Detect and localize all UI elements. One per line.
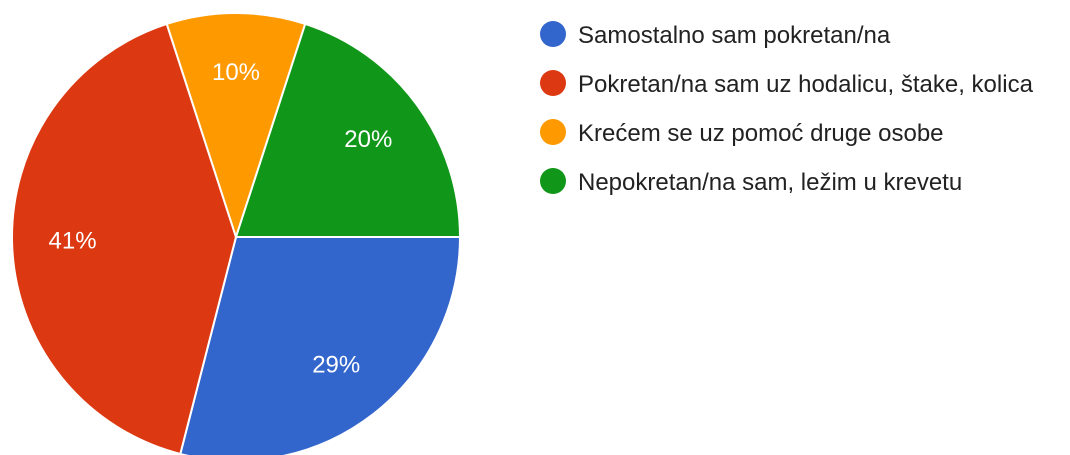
slice-label: 10% bbox=[212, 59, 260, 86]
legend-label: Krećem se uz pomoć druge osobe bbox=[578, 120, 944, 147]
legend-item: Krećem se uz pomoć druge osobe bbox=[540, 112, 1065, 155]
legend-item: Pokretan/na sam uz hodalicu, štake, koli… bbox=[540, 63, 1065, 106]
legend-swatch bbox=[540, 21, 566, 47]
pie-slice bbox=[179, 236, 462, 455]
legend-label: Samostalno sam pokretan/na bbox=[578, 22, 891, 49]
legend-swatch bbox=[540, 168, 566, 194]
legend: Samostalno sam pokretan/na Pokretan/na sa… bbox=[540, 14, 1065, 210]
legend-swatch bbox=[540, 70, 566, 96]
slice-label: 41% bbox=[49, 227, 97, 254]
legend-label: Nepokretan/na sam, ležim u krevetu bbox=[578, 169, 963, 196]
slice-label: 20% bbox=[344, 126, 392, 153]
pie-slice bbox=[165, 12, 307, 241]
slice-label: 29% bbox=[312, 352, 360, 379]
legend-item: Samostalno sam pokretan/na bbox=[540, 14, 1065, 57]
pie-slice bbox=[11, 22, 238, 455]
legend-label: Pokretan/na sam uz hodalicu, štake, koli… bbox=[578, 71, 1033, 98]
legend-item: Nepokretan/na sam, ležim u krevetu bbox=[540, 161, 1065, 204]
pie-slice bbox=[234, 22, 462, 238]
legend-swatch bbox=[540, 119, 566, 145]
